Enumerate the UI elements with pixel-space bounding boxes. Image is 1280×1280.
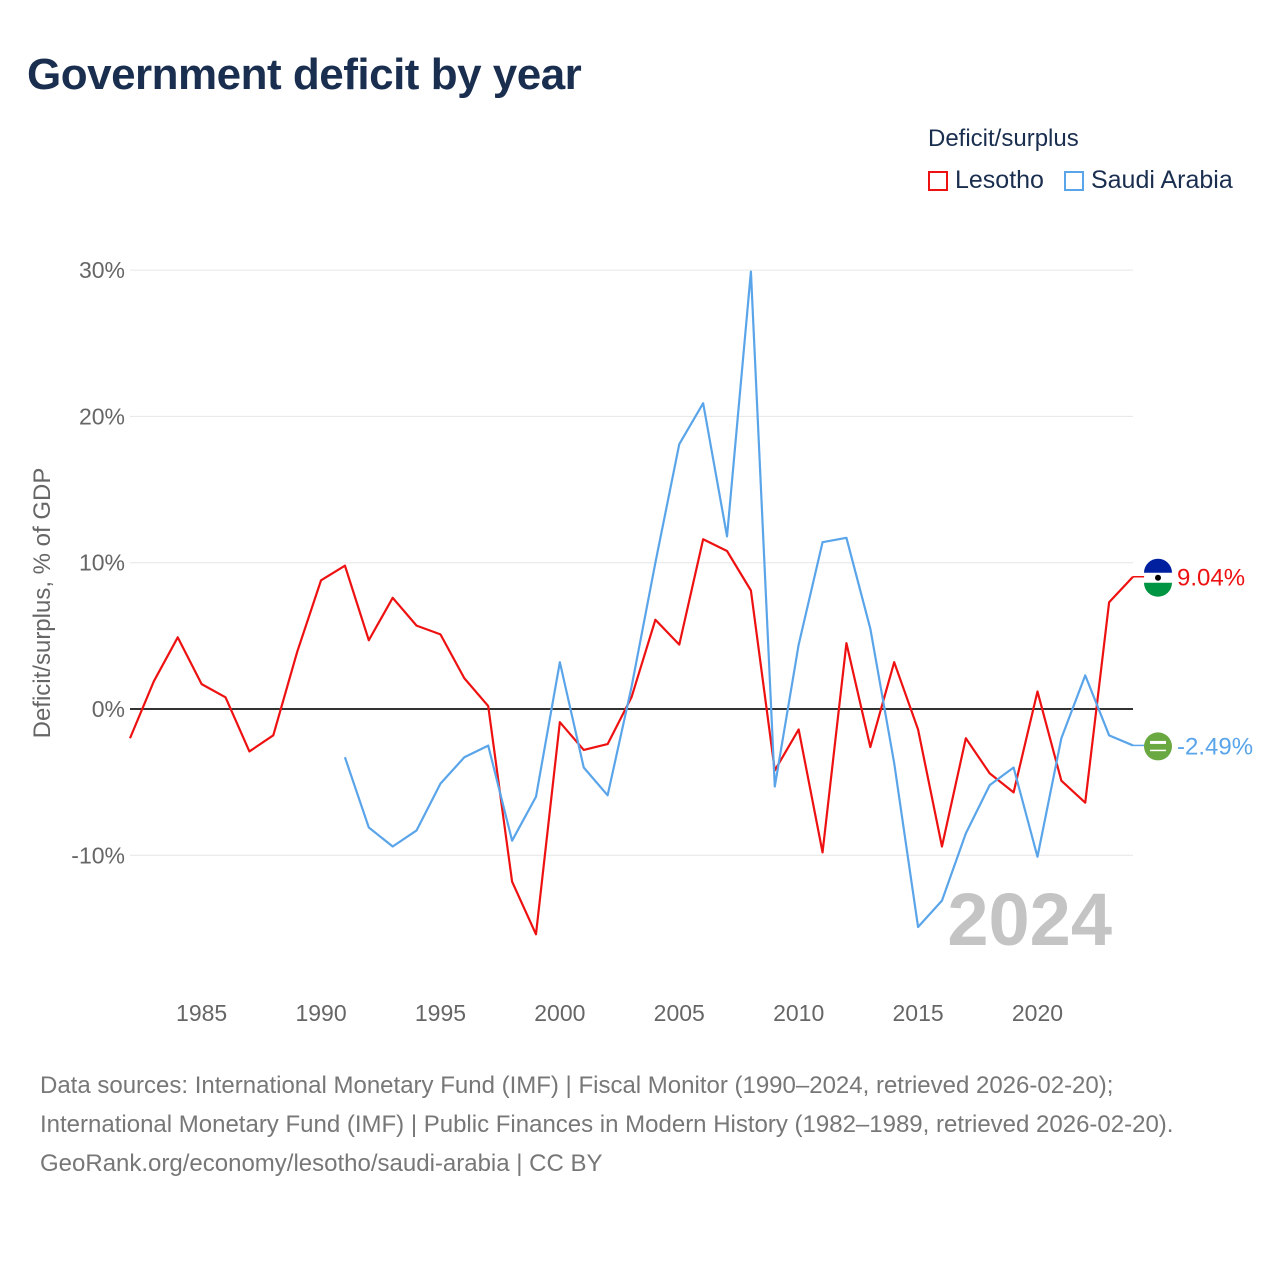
legend-label: Saudi Arabia bbox=[1090, 166, 1233, 194]
y-tick-label: 0% bbox=[92, 696, 125, 722]
y-axis-label: Deficit/surplus, % of GDP bbox=[29, 468, 56, 739]
x-tick-label: 2010 bbox=[773, 1000, 824, 1026]
lesotho-flag-icon bbox=[1144, 558, 1172, 597]
x-tick-label: 1995 bbox=[415, 1000, 466, 1026]
line-chart: 2024 Deficit/surplus, % of GDP -10% 0% 10%… bbox=[29, 257, 1253, 1026]
series-line-saudi-arabia bbox=[343, 270, 1134, 929]
flag-green bbox=[1144, 732, 1172, 761]
y-tick-label: -10% bbox=[71, 842, 125, 868]
y-tick-label: 20% bbox=[79, 403, 125, 429]
footer: Data sources: International Monetary Fun… bbox=[40, 1066, 1240, 1183]
legend-swatch-saudi-arabia bbox=[1063, 170, 1084, 191]
saudi-arabia-flag-icon bbox=[1144, 732, 1172, 761]
chart-title: Government deficit by year bbox=[27, 50, 582, 99]
x-tick-label: 1990 bbox=[295, 1000, 346, 1026]
x-tick-label: 2015 bbox=[892, 1000, 943, 1026]
y-tick-label: 10% bbox=[79, 550, 125, 576]
x-tick-label: 2005 bbox=[654, 1000, 705, 1026]
legend-label: Lesotho bbox=[955, 166, 1044, 194]
data-sources: Data sources: International Monetary Fun… bbox=[40, 1072, 1174, 1138]
x-tick-label: 1985 bbox=[176, 1000, 227, 1026]
credit-link[interactable]: GeoRank.org/economy/lesotho/saudi-arabia… bbox=[40, 1150, 603, 1177]
flag-blue bbox=[1144, 558, 1172, 573]
legend-swatch-lesotho bbox=[928, 170, 948, 191]
y-tick-label: 30% bbox=[79, 257, 125, 283]
end-value-label: -2.49% bbox=[1177, 733, 1253, 760]
legend-title: Deficit/surplus bbox=[928, 125, 1079, 152]
end-value-label: 9.04% bbox=[1177, 565, 1245, 592]
legend-item-saudi-arabia[interactable]: Saudi Arabia bbox=[1063, 166, 1233, 195]
legend-item-lesotho[interactable]: Lesotho bbox=[928, 166, 1044, 195]
flag-hat bbox=[1155, 574, 1161, 581]
legend: Lesotho Saudi Arabia bbox=[928, 166, 1233, 195]
x-tick-label: 2020 bbox=[1012, 1000, 1063, 1026]
x-tick-label: 2000 bbox=[534, 1000, 585, 1026]
series-line-lesotho bbox=[128, 538, 1134, 936]
watermark-year: 2024 bbox=[947, 878, 1112, 961]
flag-green bbox=[1144, 582, 1172, 597]
